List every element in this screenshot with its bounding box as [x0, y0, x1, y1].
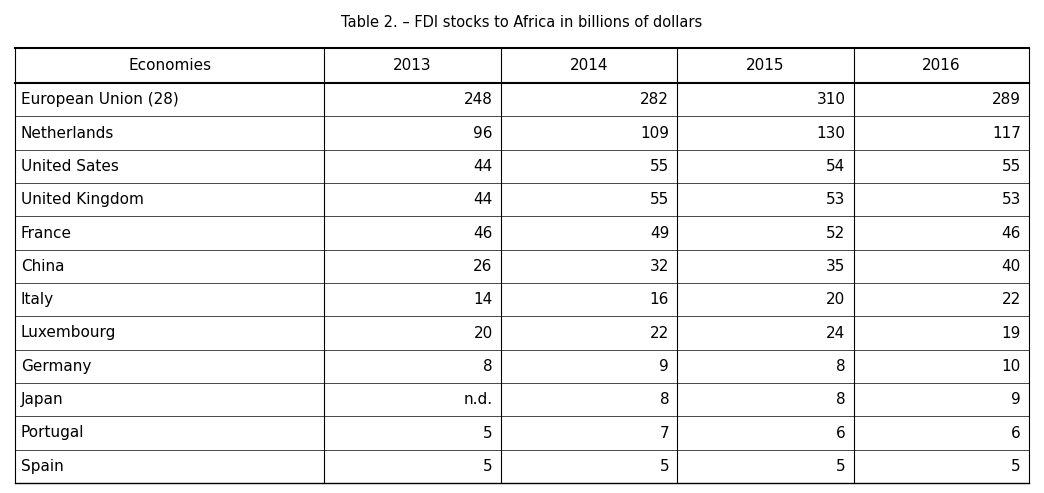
Text: 6: 6	[1012, 425, 1021, 441]
Text: 24: 24	[827, 325, 846, 341]
Text: Japan: Japan	[21, 392, 64, 407]
Text: 49: 49	[649, 225, 669, 241]
Text: 248: 248	[464, 92, 493, 107]
Text: 44: 44	[474, 192, 493, 207]
Text: 5: 5	[1012, 459, 1021, 474]
Text: 54: 54	[827, 159, 846, 174]
Text: United Sates: United Sates	[21, 159, 119, 174]
Text: 32: 32	[649, 259, 669, 274]
Text: 5: 5	[483, 425, 493, 441]
Text: 5: 5	[836, 459, 846, 474]
Text: 26: 26	[473, 259, 493, 274]
Text: 8: 8	[660, 392, 669, 407]
Text: 55: 55	[650, 192, 669, 207]
Text: Portugal: Portugal	[21, 425, 85, 441]
Text: 5: 5	[483, 459, 493, 474]
Text: United Kingdom: United Kingdom	[21, 192, 144, 207]
Text: 44: 44	[474, 159, 493, 174]
Text: 2014: 2014	[570, 58, 609, 73]
Text: 2013: 2013	[394, 58, 432, 73]
Text: 20: 20	[474, 325, 493, 341]
Text: 20: 20	[827, 292, 846, 307]
Text: 55: 55	[1002, 159, 1021, 174]
Text: 14: 14	[474, 292, 493, 307]
Text: 10: 10	[1002, 359, 1021, 374]
Text: 46: 46	[1001, 225, 1021, 241]
Text: Economies: Economies	[128, 58, 211, 73]
Text: 117: 117	[992, 126, 1021, 141]
Text: 53: 53	[826, 192, 846, 207]
Text: 40: 40	[1002, 259, 1021, 274]
Text: Netherlands: Netherlands	[21, 126, 115, 141]
Text: European Union (28): European Union (28)	[21, 92, 179, 107]
Text: China: China	[21, 259, 65, 274]
Text: 310: 310	[816, 92, 846, 107]
Text: 5: 5	[660, 459, 669, 474]
Text: 22: 22	[1002, 292, 1021, 307]
Text: 19: 19	[1001, 325, 1021, 341]
Text: n.d.: n.d.	[464, 392, 493, 407]
Text: France: France	[21, 225, 72, 241]
Text: 16: 16	[649, 292, 669, 307]
Text: Germany: Germany	[21, 359, 92, 374]
Text: Spain: Spain	[21, 459, 64, 474]
Text: 9: 9	[1012, 392, 1021, 407]
Text: 8: 8	[483, 359, 493, 374]
Text: 35: 35	[826, 259, 846, 274]
Text: 6: 6	[836, 425, 846, 441]
Text: 46: 46	[473, 225, 493, 241]
Text: 8: 8	[836, 392, 846, 407]
Text: 55: 55	[650, 159, 669, 174]
Text: 22: 22	[650, 325, 669, 341]
Text: 53: 53	[1001, 192, 1021, 207]
Text: 8: 8	[836, 359, 846, 374]
Text: 109: 109	[640, 126, 669, 141]
Text: 282: 282	[640, 92, 669, 107]
Text: 130: 130	[816, 126, 846, 141]
Text: Italy: Italy	[21, 292, 54, 307]
Text: 2015: 2015	[746, 58, 785, 73]
Text: 52: 52	[827, 225, 846, 241]
Text: Table 2. – FDI stocks to Africa in billions of dollars: Table 2. – FDI stocks to Africa in billi…	[341, 15, 703, 30]
Text: 7: 7	[660, 425, 669, 441]
Text: 2016: 2016	[922, 58, 960, 73]
Text: Luxembourg: Luxembourg	[21, 325, 116, 341]
Text: 9: 9	[660, 359, 669, 374]
Text: 289: 289	[992, 92, 1021, 107]
Text: 96: 96	[473, 126, 493, 141]
